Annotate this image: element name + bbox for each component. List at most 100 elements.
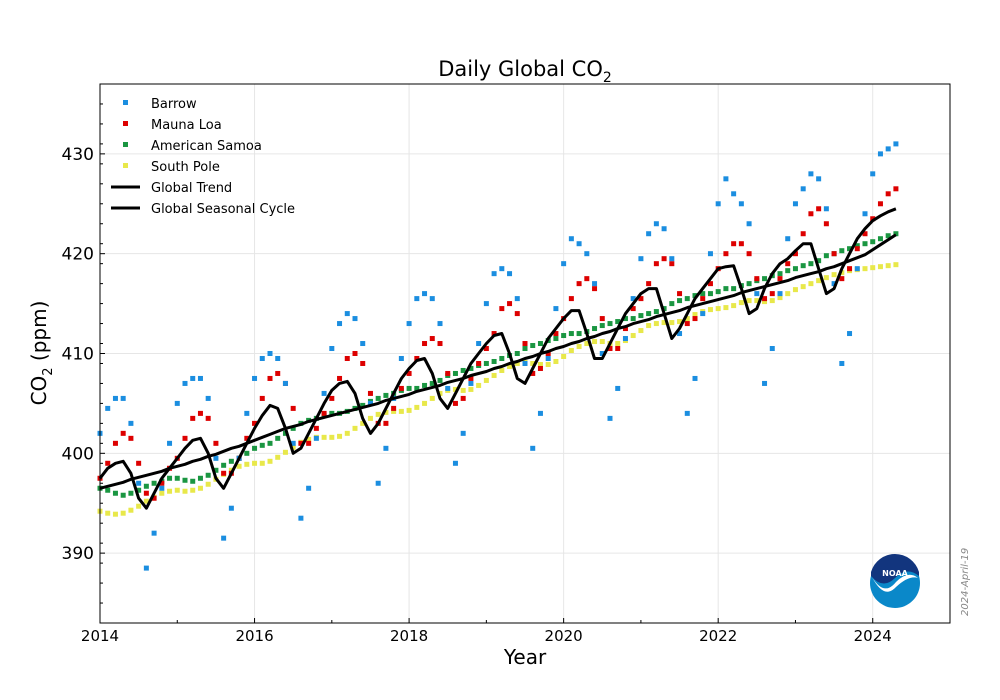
- svg-text:NOAA: NOAA: [882, 569, 908, 578]
- data-point-south-pole: [422, 400, 428, 406]
- data-point-mauna-loa: [792, 251, 798, 257]
- data-point-south-pole: [785, 291, 791, 297]
- data-point-mauna-loa: [452, 400, 458, 406]
- legend-item-mauna-loa: Mauna Loa: [123, 118, 222, 133]
- y-axis-label: CO2 (ppm): [27, 301, 56, 406]
- data-point-south-pole: [653, 321, 659, 327]
- data-point-barrow: [847, 331, 853, 337]
- data-point-south-pole: [715, 306, 721, 312]
- data-point-barrow: [445, 385, 451, 391]
- data-point-american-samoa: [823, 253, 829, 259]
- data-point-south-pole: [468, 386, 474, 392]
- data-point-mauna-loa: [746, 251, 752, 257]
- data-point-mauna-loa: [622, 326, 628, 332]
- series-line-global-seasonal-cycle: [98, 207, 897, 510]
- data-point-mauna-loa: [151, 495, 157, 501]
- data-point-barrow: [252, 375, 258, 381]
- y-tick-label: 400: [62, 444, 94, 464]
- data-point-south-pole: [530, 360, 536, 366]
- data-point-mauna-loa: [816, 206, 822, 212]
- data-point-mauna-loa: [391, 405, 397, 411]
- data-point-american-samoa: [329, 410, 335, 416]
- data-point-barrow: [136, 480, 142, 486]
- data-point-barrow: [429, 296, 435, 302]
- data-point-mauna-loa: [468, 375, 474, 381]
- data-point-american-samoa: [182, 477, 188, 483]
- data-point-barrow: [143, 565, 149, 571]
- data-point-barrow: [816, 176, 822, 182]
- data-point-mauna-loa: [120, 430, 126, 436]
- data-point-south-pole: [306, 436, 312, 442]
- data-point-barrow: [306, 485, 312, 491]
- data-point-barrow: [259, 355, 265, 361]
- data-point-american-samoa: [205, 472, 211, 478]
- data-point-south-pole: [383, 409, 389, 415]
- data-point-barrow: [422, 291, 428, 297]
- x-axis-label: Year: [503, 645, 547, 669]
- data-point-barrow: [692, 375, 698, 381]
- data-point-mauna-loa: [762, 296, 768, 302]
- data-point-barrow: [468, 380, 474, 386]
- data-point-south-pole: [329, 434, 335, 440]
- data-point-mauna-loa: [638, 296, 644, 302]
- data-point-barrow: [167, 440, 173, 446]
- x-tick-label: 2016: [235, 627, 273, 645]
- data-point-south-pole: [499, 367, 505, 373]
- data-point-south-pole: [723, 305, 729, 311]
- data-point-mauna-loa: [653, 261, 659, 267]
- data-point-south-pole: [476, 382, 482, 388]
- data-point-mauna-loa: [406, 370, 412, 376]
- data-point-barrow: [197, 375, 203, 381]
- data-point-barrow: [723, 176, 729, 182]
- data-point-south-pole: [615, 341, 621, 347]
- legend-label: South Pole: [151, 160, 220, 175]
- legend-item-south-pole: South Pole: [123, 160, 220, 175]
- data-point-american-samoa: [244, 450, 250, 456]
- data-point-mauna-loa: [646, 281, 652, 287]
- data-point-american-samoa: [800, 263, 806, 269]
- data-point-south-pole: [429, 395, 435, 401]
- data-point-american-samoa: [228, 458, 234, 464]
- data-point-south-pole: [769, 298, 775, 304]
- data-point-south-pole: [290, 444, 296, 450]
- data-point-mauna-loa: [615, 346, 621, 352]
- data-point-american-samoa: [707, 291, 713, 297]
- y-tick-label: 390: [62, 544, 94, 564]
- data-point-mauna-loa: [514, 311, 520, 317]
- data-point-mauna-loa: [197, 410, 203, 416]
- data-point-american-samoa: [893, 231, 899, 237]
- legend-label: American Samoa: [151, 139, 262, 154]
- data-point-south-pole: [630, 333, 636, 339]
- data-point-barrow: [244, 410, 250, 416]
- data-point-american-samoa: [167, 475, 173, 481]
- data-point-mauna-loa: [537, 365, 543, 371]
- data-point-mauna-loa: [367, 390, 373, 396]
- data-point-mauna-loa: [244, 435, 250, 441]
- data-point-mauna-loa: [143, 490, 149, 496]
- series-barrow: [97, 141, 899, 571]
- legend-label: Global Trend: [151, 181, 232, 196]
- data-point-barrow: [313, 435, 319, 441]
- data-point-barrow: [530, 445, 536, 451]
- data-point-mauna-loa: [522, 341, 528, 347]
- data-point-south-pole: [738, 300, 744, 306]
- data-point-south-pole: [792, 287, 798, 293]
- data-point-barrow: [159, 485, 165, 491]
- data-point-american-samoa: [561, 333, 567, 339]
- data-point-barrow: [738, 201, 744, 207]
- data-point-american-samoa: [197, 475, 203, 481]
- data-point-south-pole: [808, 281, 814, 287]
- data-point-barrow: [808, 171, 814, 177]
- data-point-mauna-loa: [568, 296, 574, 302]
- data-point-mauna-loa: [321, 410, 327, 416]
- data-point-barrow: [754, 291, 760, 297]
- data-point-barrow: [792, 201, 798, 207]
- data-point-mauna-loa: [700, 296, 706, 302]
- data-point-barrow: [128, 420, 134, 426]
- grid: [99, 84, 950, 623]
- data-point-barrow: [437, 321, 443, 327]
- data-point-american-samoa: [669, 301, 675, 307]
- data-point-barrow: [507, 271, 513, 277]
- data-point-barrow: [383, 445, 389, 451]
